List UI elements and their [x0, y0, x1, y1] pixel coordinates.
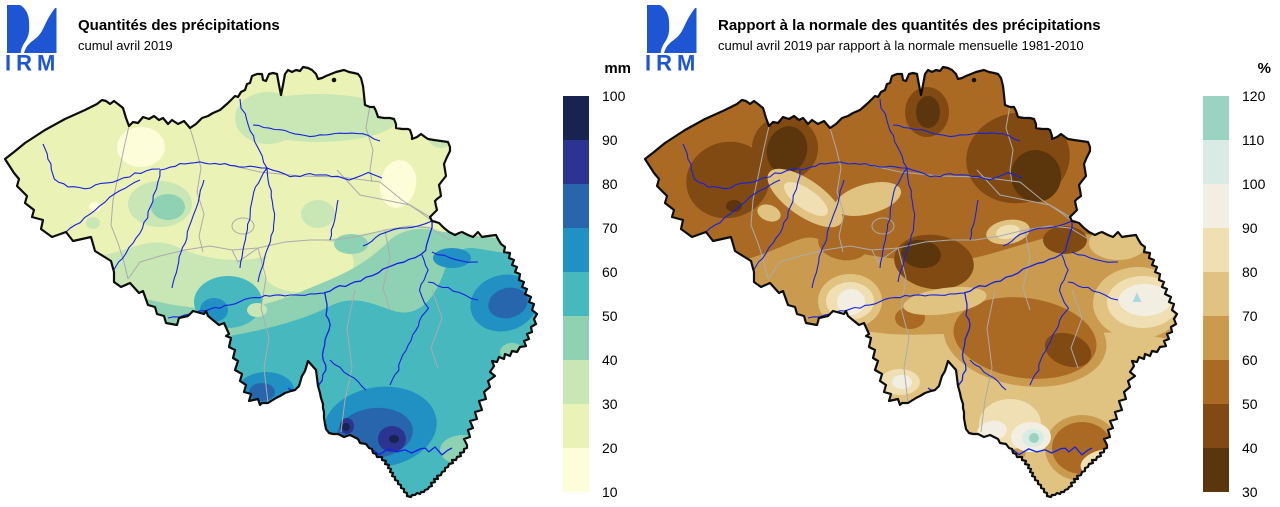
svg-text:90: 90: [602, 132, 618, 148]
svg-text:%: %: [1258, 60, 1271, 77]
svg-text:IRM: IRM: [5, 51, 60, 76]
svg-text:cumul avril 2019: cumul avril 2019: [78, 38, 173, 53]
svg-text:10: 10: [602, 484, 618, 500]
svg-text:20: 20: [602, 440, 618, 456]
svg-text:70: 70: [602, 220, 618, 236]
svg-text:30: 30: [602, 396, 618, 412]
svg-text:80: 80: [1242, 264, 1258, 280]
svg-text:120: 120: [1242, 88, 1266, 104]
svg-text:40: 40: [1242, 440, 1258, 456]
svg-text:50: 50: [602, 308, 618, 324]
svg-text:IRM: IRM: [645, 51, 700, 76]
svg-text:30: 30: [1242, 484, 1258, 500]
svg-text:cumul avril 2019 par rapport à: cumul avril 2019 par rapport à la normal…: [718, 38, 1084, 53]
svg-text:70: 70: [1242, 308, 1258, 324]
svg-text:50: 50: [1242, 396, 1258, 412]
svg-text:80: 80: [602, 176, 618, 192]
svg-text:90: 90: [1242, 220, 1258, 236]
svg-text:60: 60: [602, 264, 618, 280]
svg-text:100: 100: [602, 88, 626, 104]
svg-text:110: 110: [1242, 132, 1265, 148]
svg-text:mm: mm: [604, 60, 631, 77]
svg-text:Quantités des précipitations: Quantités des précipitations: [78, 17, 280, 34]
svg-text:60: 60: [1242, 352, 1258, 368]
svg-text:40: 40: [602, 352, 618, 368]
svg-text:Rapport à la normale des quant: Rapport à la normale des quantités des p…: [718, 17, 1101, 34]
svg-text:100: 100: [1242, 176, 1266, 192]
